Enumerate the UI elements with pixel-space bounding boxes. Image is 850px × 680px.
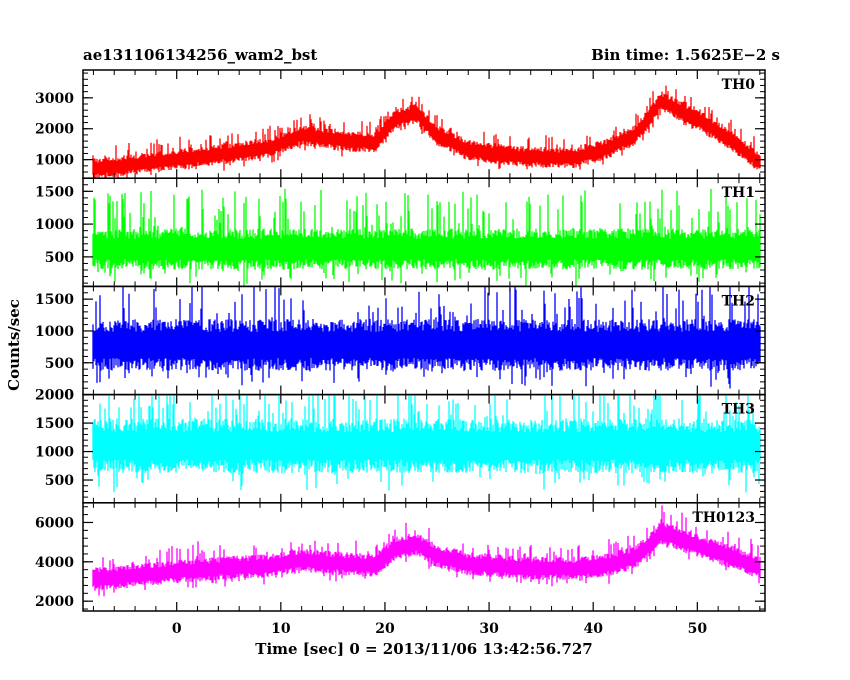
panel-frame (82, 502, 766, 612)
y-tick-label: 1000 (35, 153, 74, 169)
x-tick-label: 10 (271, 621, 291, 637)
panel-th3: 500 1000 1500 2000 TH3 (35, 388, 766, 504)
series-label-th0123: TH0123 (692, 510, 755, 526)
panel-th0: 1000 2000 3000 TH0 (35, 69, 766, 179)
series-trace-th1 (92, 188, 761, 287)
y-tick-label: 2000 (35, 122, 74, 138)
y-tick-label: 1500 (35, 292, 74, 308)
x-tick-label: 30 (479, 621, 499, 637)
series-label-th2: TH2 (722, 293, 755, 309)
y-tick-label: 3000 (35, 91, 74, 107)
y-tick-label: 2000 (35, 388, 74, 404)
series-trace-th2 (92, 286, 761, 389)
series-label-th1: TH1 (722, 185, 755, 201)
series-trace-th3 (92, 394, 761, 493)
y-tick-label: 500 (45, 250, 74, 266)
y-tick-label: 1000 (35, 217, 74, 233)
panel-th2: 0 500 1000 1500 TH2 (35, 285, 766, 404)
bin-time-label: Bin time: 1.5625E−2 s (591, 46, 780, 64)
x-tick-label: 20 (375, 621, 395, 637)
x-axis-title: Time [sec] 0 = 2013/11/06 13:42:56.727 (255, 640, 592, 658)
series-trace-th0 (92, 85, 761, 179)
y-tick-label: 500 (45, 473, 74, 489)
panel-th0123: 2000 4000 6000 TH0123 (35, 502, 766, 612)
x-tick-label: 0 (172, 621, 182, 637)
y-tick-label: 6000 (35, 515, 74, 531)
x-tick-label: 40 (583, 621, 603, 637)
x-tick-label: 50 (688, 621, 708, 637)
y-tick-label: 0 (64, 388, 74, 404)
observation-id-title: ae131106134256_wam2_bst (83, 46, 317, 64)
series-label-th0: TH0 (722, 77, 756, 93)
series-trace-th0123 (92, 505, 761, 597)
y-axis-title: Counts/sec (5, 299, 23, 391)
series-label-th3: TH3 (722, 402, 755, 418)
y-tick-label: 2000 (35, 594, 74, 610)
y-tick-label: 500 (45, 356, 74, 372)
y-tick-label: 1500 (35, 416, 74, 432)
panel-th1: 500 1000 1500 TH1 (35, 177, 766, 288)
y-tick-label: 1000 (35, 445, 74, 461)
y-tick-label: 1000 (35, 324, 74, 340)
y-tick-label: 1500 (35, 184, 74, 200)
y-tick-label: 4000 (35, 555, 74, 571)
